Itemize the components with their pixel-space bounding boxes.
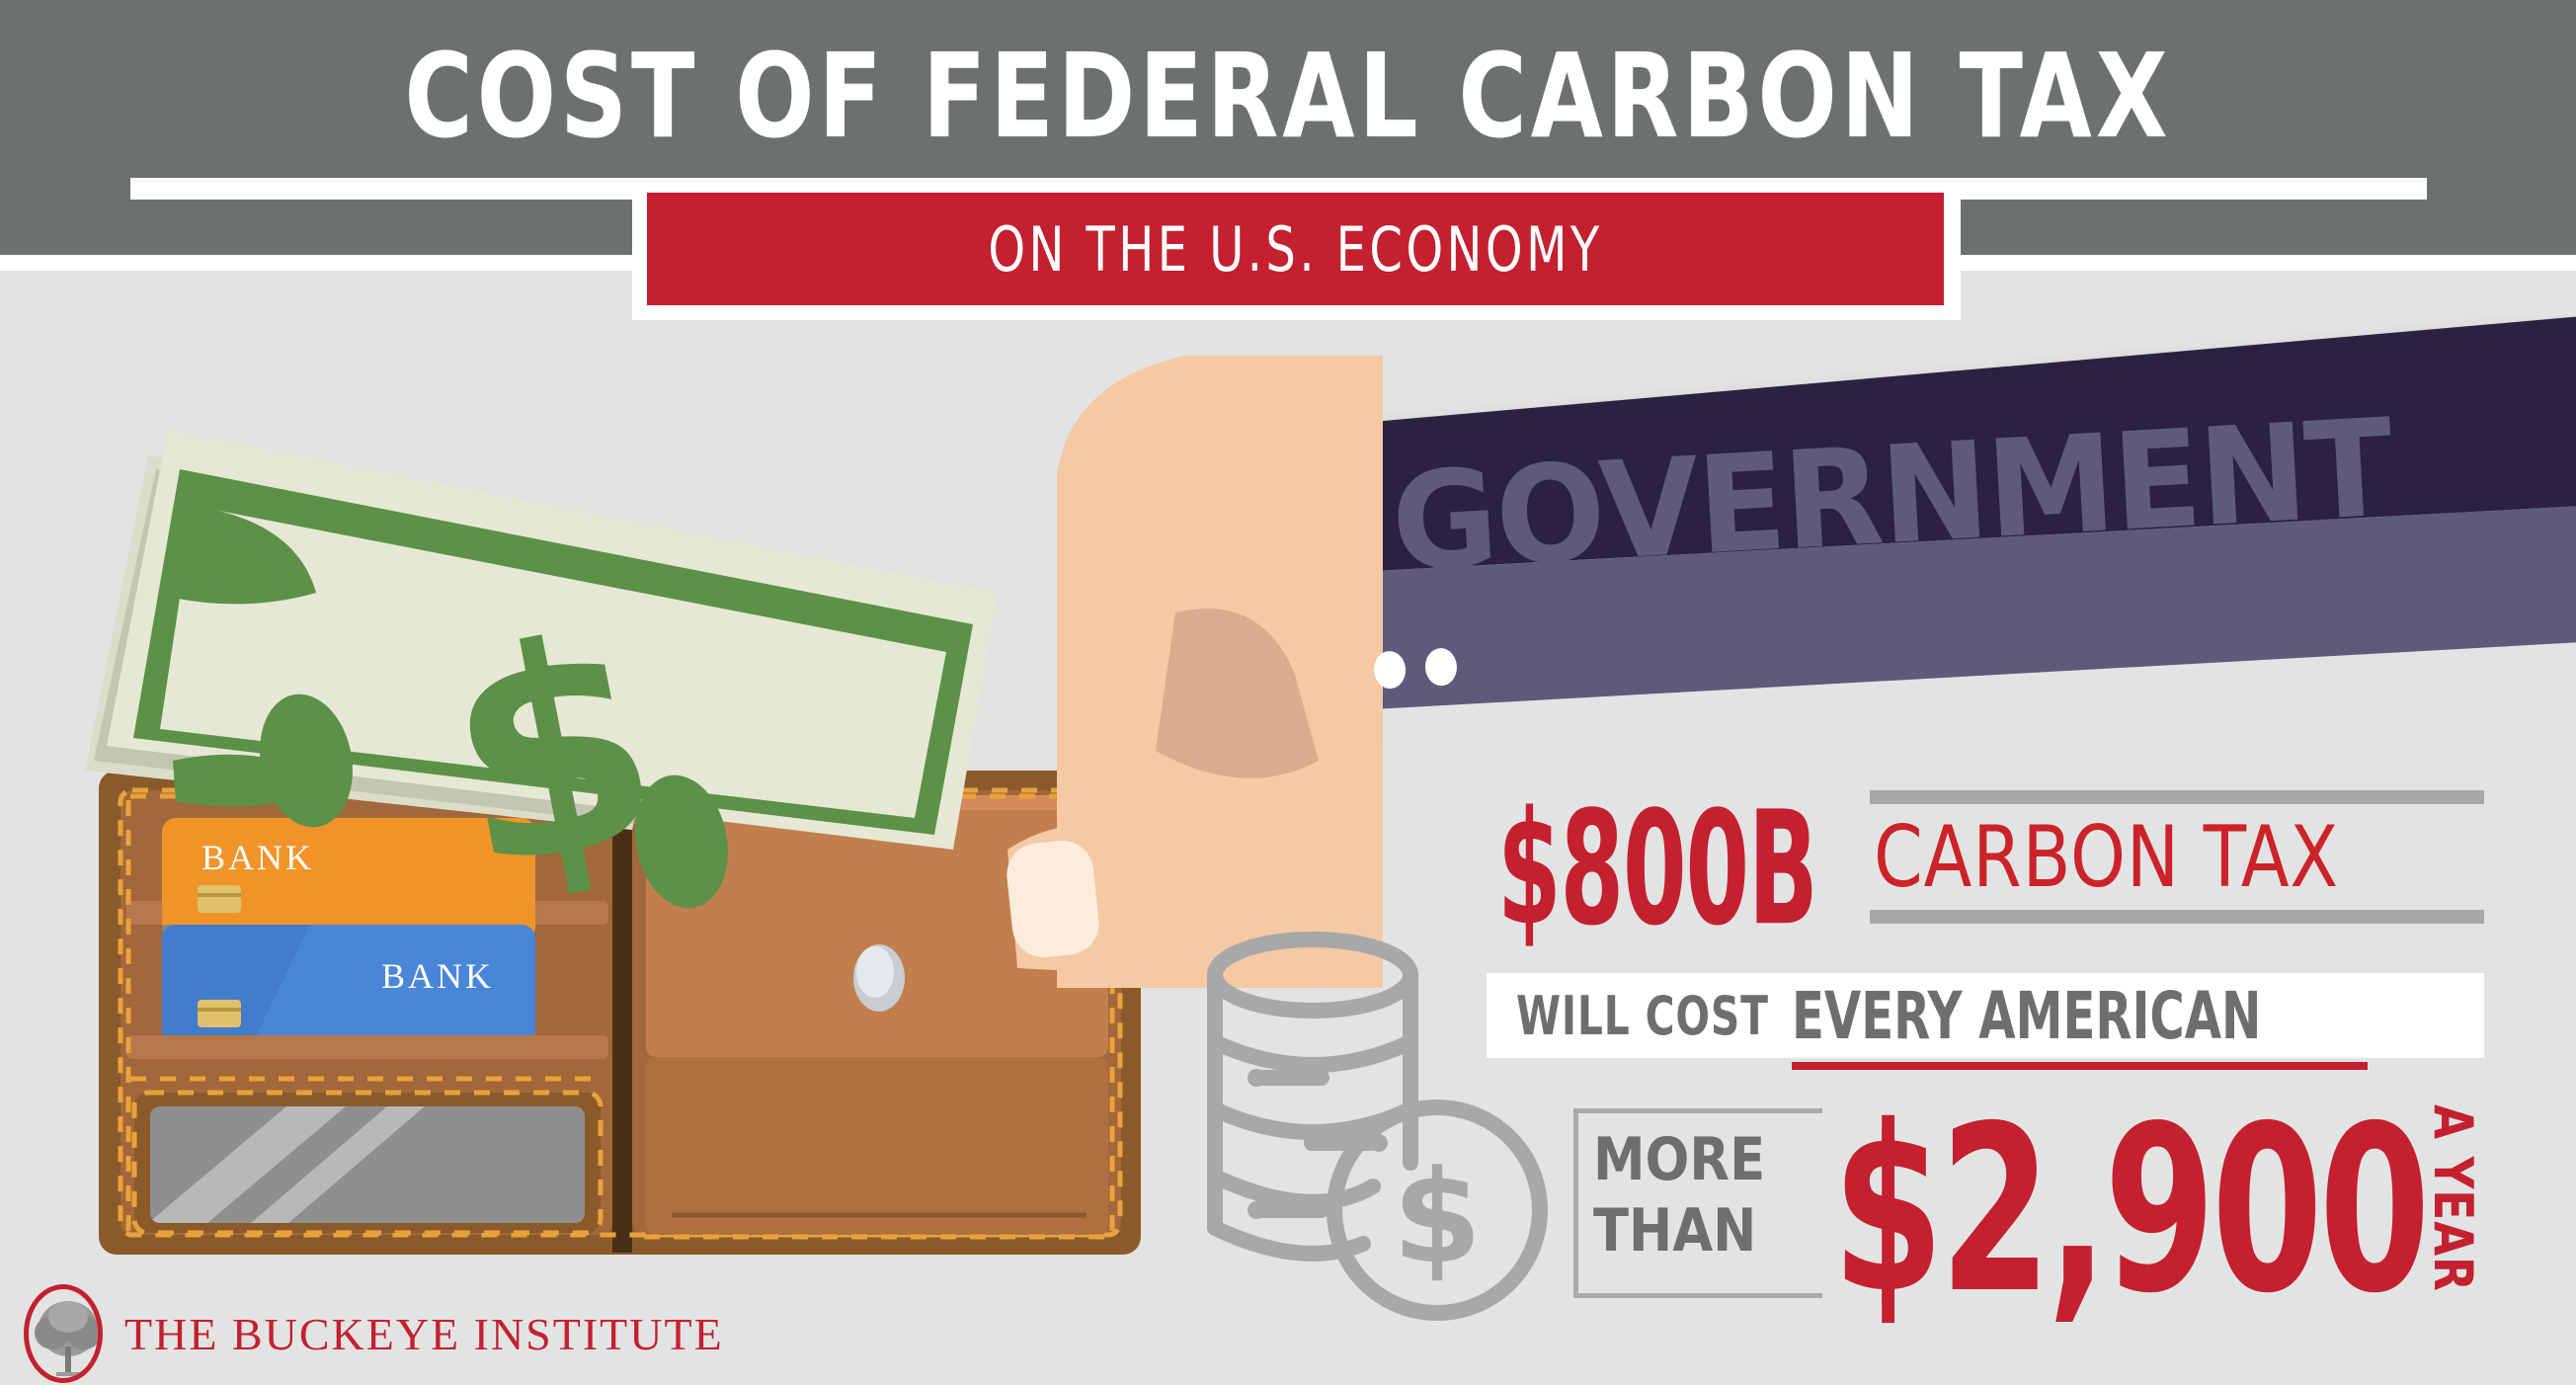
- more-than-label: MORE THAN: [1593, 1124, 1802, 1266]
- every-american-wrap: EVERY AMERICAN: [1791, 977, 2435, 1070]
- page-title: COST OF FEDERAL CARBON TAX: [404, 28, 2172, 164]
- stat-amount-2900: $2,900: [1832, 1077, 2431, 1344]
- every-american-underline: [1791, 1061, 2368, 1070]
- will-cost-white-band: [1487, 973, 2484, 1058]
- wallet-money-hand-illustration: BANK BANK: [85, 356, 1383, 1255]
- per-year-label: A YEAR: [2422, 1104, 2484, 1292]
- hand-graphic: [1006, 356, 1383, 988]
- page-subtitle: ON THE U.S. ECONOMY: [988, 212, 1603, 285]
- svg-text:$: $: [1393, 1142, 1482, 1292]
- carbon-bar-bottom: [1870, 910, 2484, 924]
- more-than-line-2: THAN: [1593, 1196, 1757, 1265]
- org-name: THE BUCKEYE INSTITUTE: [124, 1308, 724, 1359]
- sleeve-button-2: [1424, 647, 1459, 688]
- svg-text:BANK: BANK: [381, 956, 494, 996]
- carbon-tax-label: CARBON TAX: [1874, 808, 2340, 907]
- subtitle-red-box: [647, 193, 1944, 305]
- carbon-bar-top: [1870, 790, 2484, 804]
- coin-stack-dollar-icon: $: [1207, 932, 1548, 1321]
- every-american-label: EVERY AMERICAN: [1791, 977, 2261, 1054]
- buckeye-tree-oval-logo: [24, 1284, 103, 1383]
- government-sleeve-illustration: [1338, 316, 2576, 711]
- sleeve-buttons: [1373, 646, 1475, 694]
- wallet-graphic: BANK BANK: [99, 771, 1141, 1255]
- money-bills: $: [85, 430, 998, 937]
- tree-icon: [35, 1301, 98, 1376]
- buckeye-institute-logo[interactable]: THE BUCKEYE INSTITUTE: [24, 1284, 724, 1383]
- will-cost-label: WILL COST: [1516, 984, 1769, 1047]
- will-cost-row: WILL COST EVERY AMERICAN: [1487, 973, 2484, 1070]
- svg-text:BANK: BANK: [201, 838, 314, 877]
- carbon-tax-block: CARBON TAX: [1870, 790, 2484, 924]
- stat-amount-800b: $800B: [1497, 778, 1818, 961]
- more-than-box-outline: [1573, 1108, 1822, 1298]
- more-than-line-1: MORE: [1593, 1125, 1766, 1194]
- sleeve-button-1: [1373, 650, 1408, 690]
